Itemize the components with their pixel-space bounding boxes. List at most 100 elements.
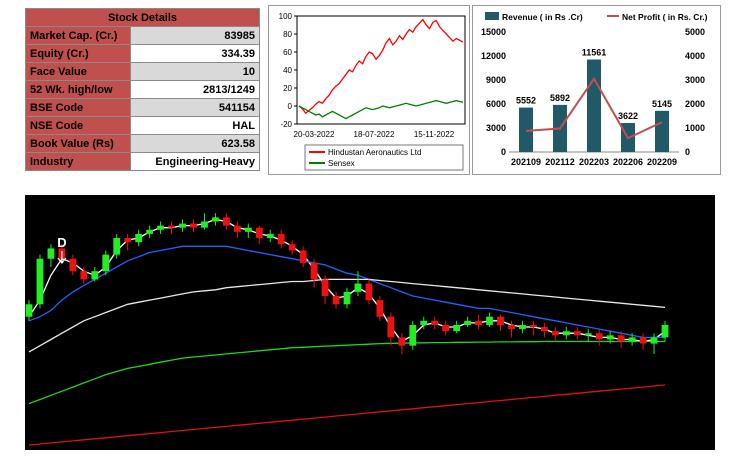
- candle-body: [277, 233, 285, 245]
- candle-body: [102, 254, 110, 272]
- bar-data-label: 11561: [582, 48, 607, 58]
- candle-body: [146, 229, 154, 234]
- candle-body: [124, 238, 132, 243]
- performance-chart-panel: -20 0 20 40 60 80 100 20-03-2022 18-07-2022 15-11…: [268, 5, 470, 175]
- candle-body: [442, 324, 450, 332]
- y-tick-label: -20: [280, 120, 292, 129]
- x-tick-label: 202112: [545, 157, 575, 167]
- candle-body: [244, 227, 252, 232]
- candlestick-chart: D: [25, 213, 669, 446]
- stock-details-title: Stock Details: [25, 8, 260, 27]
- stock-detail-row: Market Cap. (Cr.) 83985: [25, 26, 260, 45]
- y-left-tick-label: 15000: [481, 27, 506, 37]
- y-left-tick-label: 9000: [486, 75, 506, 85]
- y-right-tick-label: 0: [685, 147, 690, 157]
- stock-detail-label: NSE Code: [25, 116, 131, 135]
- legend-label-revenue: Revenue ( in Rs .Cr): [502, 12, 583, 22]
- stock-detail-value: HAL: [130, 116, 260, 135]
- y-tick-label: 60: [283, 48, 292, 57]
- candle-body: [157, 225, 164, 230]
- stock-detail-value: 2813/1249: [130, 80, 260, 99]
- stock-detail-label: Equity (Cr.): [25, 44, 131, 63]
- legend-swatch-revenue: [485, 12, 499, 20]
- stock-detail-label: Market Cap. (Cr.): [25, 26, 131, 45]
- divergence-marker-label: D: [57, 235, 66, 250]
- candle-body: [266, 233, 274, 239]
- candle-body: [354, 283, 362, 292]
- candle-body: [288, 244, 296, 251]
- candle-body: [179, 223, 186, 228]
- stock-detail-value: 623.58: [130, 134, 260, 153]
- stock-detail-row: Industry Engineering-Heavy: [25, 152, 260, 171]
- stock-detail-row: BSE Code 541154: [25, 98, 260, 117]
- candle-body: [639, 337, 647, 344]
- stock-detail-value: 83985: [130, 26, 260, 45]
- stock-detail-value: Engineering-Heavy: [130, 152, 260, 171]
- moving-average-line: [28, 340, 665, 405]
- candle-body: [661, 324, 669, 338]
- candle-body: [617, 335, 625, 342]
- y-right-tick-label: 3000: [685, 75, 705, 85]
- x-tick-label: 15-11-2022: [414, 130, 455, 139]
- y-tick-label: 0: [288, 102, 293, 111]
- candle-body: [431, 320, 439, 325]
- y-right-tick-label: 5000: [685, 27, 705, 37]
- moving-average-line: [28, 384, 666, 446]
- stock-detail-value: 10: [130, 62, 260, 81]
- candle-body: [650, 337, 658, 344]
- candle-body: [310, 262, 318, 280]
- x-tick-label: 202109: [511, 157, 541, 167]
- candle-body: [595, 333, 603, 340]
- x-tick-label: 18-07-2022: [354, 130, 395, 139]
- stock-detail-row: Book Value (Rs) 623.58: [25, 134, 260, 153]
- stock-detail-label: 52 Wk. high/low: [25, 80, 131, 99]
- y-left-tick-label: 0: [501, 147, 506, 157]
- candle-body: [47, 248, 55, 259]
- series-line: [298, 99, 464, 120]
- candle-body: [398, 337, 406, 346]
- stock-detail-row: Face Value 10: [25, 62, 260, 81]
- stock-detail-label: BSE Code: [25, 98, 131, 117]
- stock-detail-value: 334.39: [130, 44, 260, 63]
- x-tick-label: 202203: [579, 157, 609, 167]
- revenue-bar: [587, 59, 601, 152]
- moving-average-line: [28, 278, 666, 353]
- candle-body: [606, 335, 614, 340]
- candle-body: [464, 320, 472, 325]
- candle-body: [420, 320, 428, 325]
- candle-body: [343, 291, 351, 305]
- bar-data-label: 3622: [618, 111, 638, 121]
- bar-data-label: 5552: [516, 96, 536, 106]
- stock-detail-row: Equity (Cr.) 334.39: [25, 44, 260, 63]
- legend-label: Hindustan Aeronautics Ltd: [328, 148, 421, 157]
- price-chart-panel: D: [25, 195, 715, 450]
- y-tick-label: 80: [283, 30, 292, 39]
- stock-detail-value: 541154: [130, 98, 260, 117]
- candle-body: [190, 223, 197, 228]
- candle-body: [453, 324, 461, 332]
- y-tick-label: 40: [283, 66, 292, 75]
- x-tick-label: 202209: [647, 157, 677, 167]
- x-tick-label: 20-03-2022: [294, 130, 335, 139]
- financials-chart-panel: 0 3000 6000 9000 12000 15000 0 1000 2000 3000 4000…: [472, 5, 721, 175]
- candle-body: [486, 316, 493, 325]
- y-tick-label: 100: [279, 12, 293, 21]
- financials-chart: 0 3000 6000 9000 12000 15000 0 1000 2000 3000 4000…: [481, 12, 708, 167]
- candle-body: [36, 258, 44, 305]
- divergence-arrow-head: [57, 257, 67, 264]
- candle-body: [168, 225, 175, 228]
- legend-label: Sensex: [328, 159, 355, 168]
- candle-body: [212, 217, 219, 222]
- stock-detail-row: NSE Code HAL: [25, 116, 260, 135]
- legend-label-profit: Net Profit ( in Rs. Cr.): [622, 12, 708, 22]
- revenue-bar: [655, 110, 669, 152]
- y-left-tick-label: 12000: [481, 51, 506, 61]
- candle-body: [562, 331, 570, 336]
- stock-details-table: Stock Details Market Cap. (Cr.) 83985 Equi…: [25, 8, 260, 171]
- y-left-tick-label: 6000: [486, 99, 506, 109]
- y-tick-label: 20: [283, 84, 292, 93]
- candle-body: [80, 271, 88, 280]
- candle-body: [573, 331, 581, 336]
- stock-detail-label: Industry: [25, 152, 131, 171]
- y-right-tick-label: 4000: [685, 51, 705, 61]
